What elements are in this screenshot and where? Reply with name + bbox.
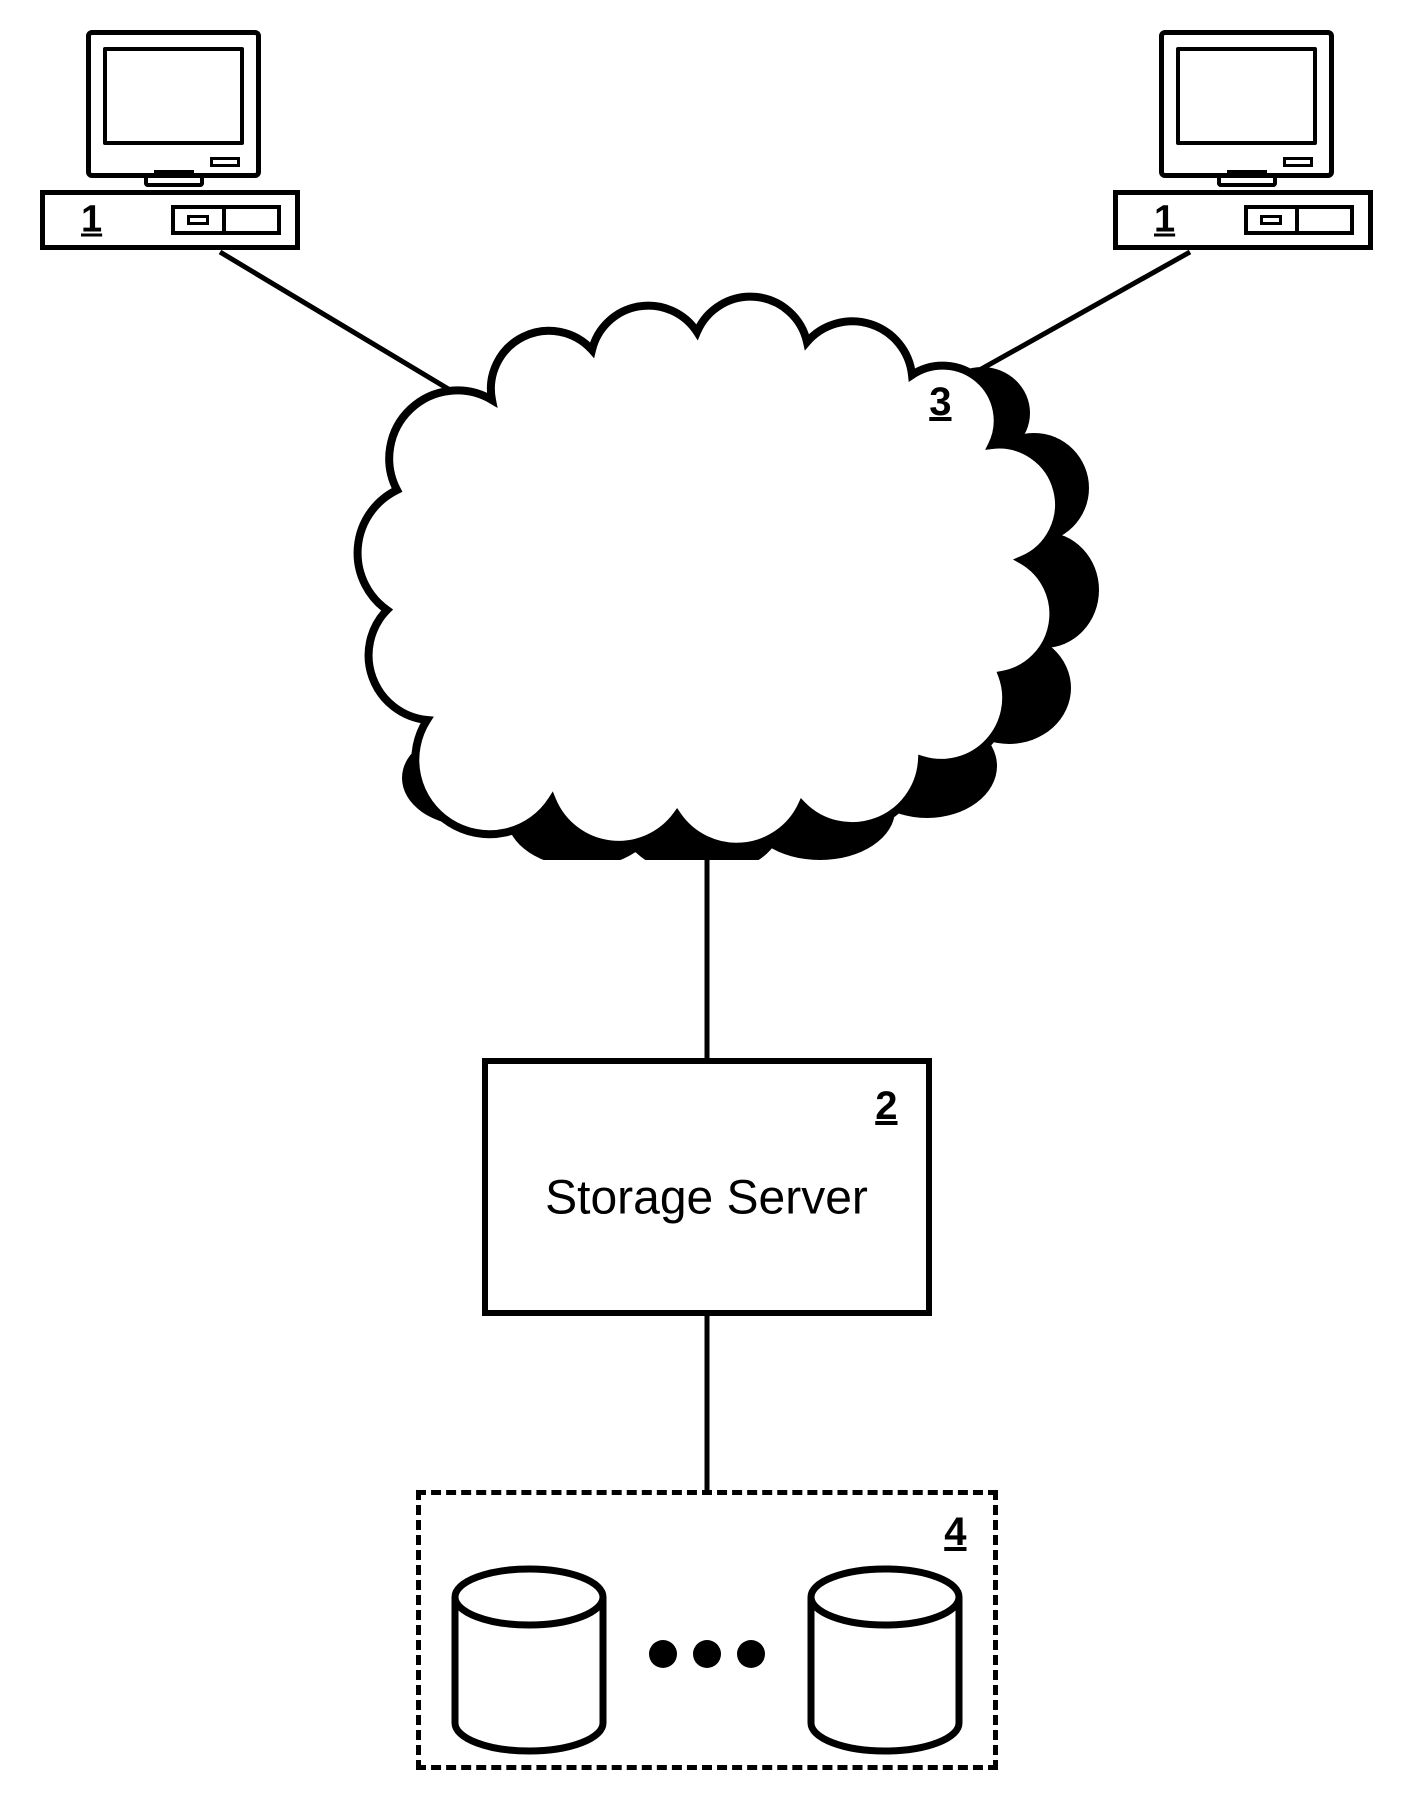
storage-array-node: 4 — [416, 1490, 998, 1770]
network-cloud: 3 — [302, 290, 1112, 860]
monitor-icon — [1159, 30, 1334, 178]
ellipsis-icon — [649, 1640, 765, 1668]
tower-icon: 1 — [1113, 190, 1373, 250]
node-label: 1 — [1154, 199, 1175, 242]
monitor-icon — [86, 30, 261, 178]
client-computer-right: 1 — [1113, 30, 1373, 250]
cloud-icon — [302, 290, 1112, 860]
connector-server-array — [704, 1310, 709, 1493]
disk-icon — [449, 1565, 609, 1755]
disk-icon — [805, 1565, 965, 1755]
node-label: 2 — [875, 1084, 897, 1129]
node-label: 4 — [944, 1510, 966, 1555]
tower-icon: 1 — [40, 190, 300, 250]
node-text: Storage Server — [545, 1171, 868, 1226]
connector-cloud-server — [704, 840, 709, 1060]
node-label: 3 — [929, 380, 951, 425]
storage-server-node: 2 Storage Server — [482, 1058, 932, 1316]
network-diagram: 1 1 — [0, 0, 1413, 1798]
client-computer-left: 1 — [40, 30, 300, 250]
node-label: 1 — [81, 199, 102, 242]
